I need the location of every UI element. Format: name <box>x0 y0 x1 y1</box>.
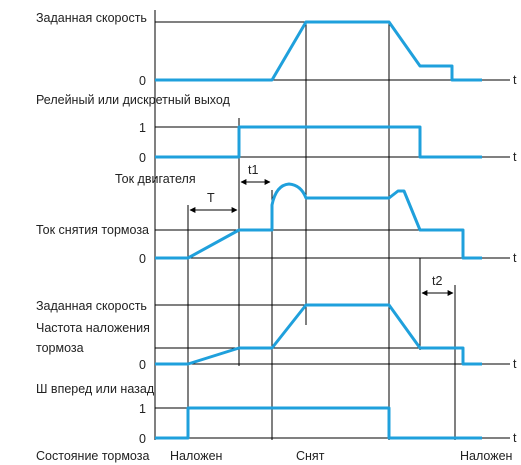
axis-value: 0 <box>139 74 146 88</box>
label-forward-reverse: Ш вперед или назад <box>36 382 155 396</box>
speed-reference-trace <box>155 20 482 82</box>
interval-labels: T t1 t2 <box>207 163 442 288</box>
relay-output-trace <box>155 125 482 159</box>
label-speed-reference-2: Заданная скорость <box>36 299 147 313</box>
axis-value: 0 <box>139 358 146 372</box>
speed-frequency-trace <box>155 303 482 366</box>
time-labels: t t t t t <box>513 73 517 445</box>
time-label: t <box>513 431 517 445</box>
time-label: t <box>513 73 517 87</box>
label-speed-reference-1: Заданная скорость <box>36 11 147 25</box>
interval-t2-label: t2 <box>432 274 442 288</box>
motor-current-trace <box>155 182 482 260</box>
interval-T-label: T <box>207 191 215 205</box>
label-brake-engage-frequency: Частота наложения <box>36 321 150 335</box>
axis-value: 1 <box>139 121 146 135</box>
interval-arrows <box>189 179 454 296</box>
signal-traces <box>155 20 482 440</box>
axis-value: 0 <box>139 252 146 266</box>
signal-labels: Заданная скорость Релейный или дискретны… <box>36 11 231 463</box>
brake-state-released: Снят <box>296 449 325 463</box>
interval-t1-label: t1 <box>248 163 258 177</box>
axis-value: 0 <box>139 432 146 446</box>
brake-state-engaged: Наложен <box>460 449 513 463</box>
brake-state-engaged: Наложен <box>170 449 223 463</box>
forward-reverse-trace <box>155 406 482 440</box>
axis-value: 1 <box>139 402 146 416</box>
label-brake-state: Состояние тормоза <box>36 449 149 463</box>
brake-state-labels: Наложен Снят Наложен <box>170 449 513 463</box>
time-label: t <box>513 251 517 265</box>
label-brake-engage-frequency-2: тормоза <box>36 341 84 355</box>
label-relay-output: Релейный или дискретный выход <box>36 93 231 107</box>
label-motor-current: Ток двигателя <box>115 172 196 186</box>
time-label: t <box>513 150 517 164</box>
time-label: t <box>513 357 517 371</box>
axis-values: 0 1 0 0 0 1 0 <box>139 74 146 446</box>
vertical-guides <box>154 10 456 440</box>
label-brake-release-current: Ток снятия тормоза <box>36 223 149 237</box>
axis-value: 0 <box>139 151 146 165</box>
